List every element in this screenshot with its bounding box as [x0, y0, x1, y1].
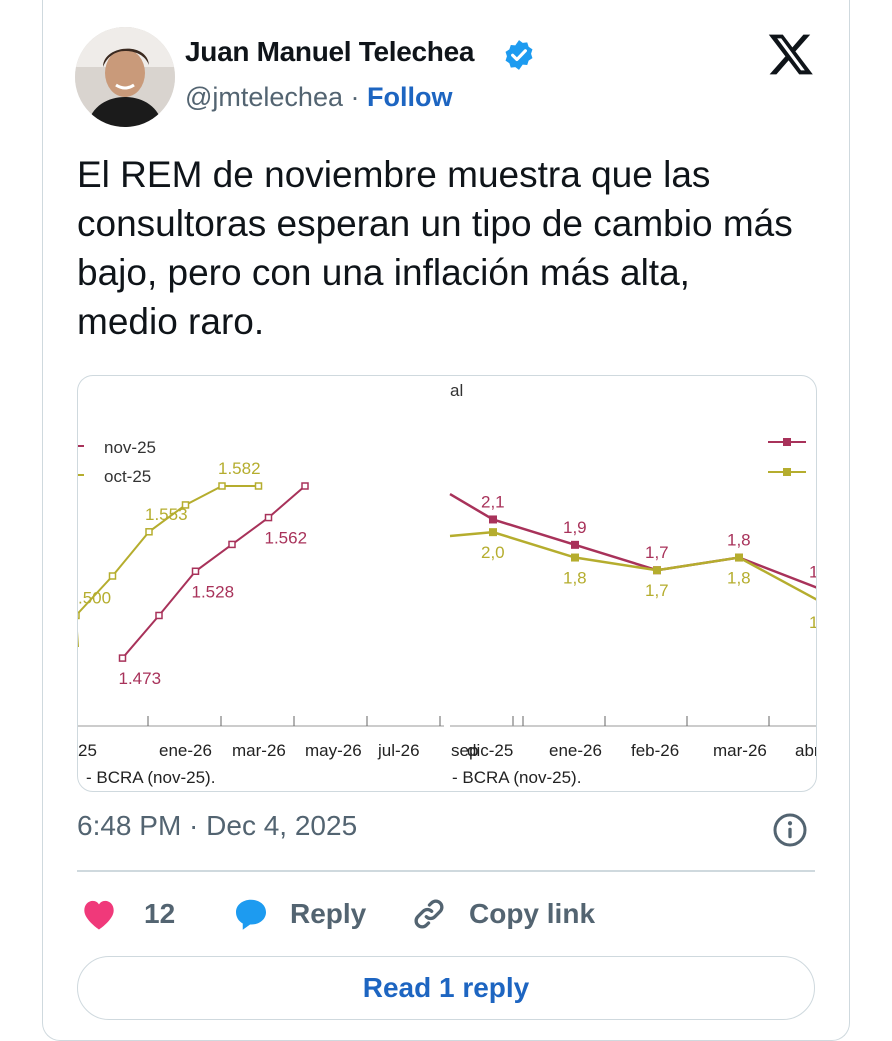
- right-data-label: 1: [809, 562, 816, 581]
- panel-gap: [444, 376, 450, 791]
- right-data-label: 1,8: [727, 531, 751, 550]
- right-data-label: 1,7: [645, 543, 669, 562]
- reply-bubble-icon: [236, 899, 266, 930]
- right-x-tick-label: mar-26: [713, 741, 767, 760]
- right-point-oct-25: [489, 528, 497, 537]
- x-logo-icon[interactable]: [767, 30, 815, 78]
- left-x-tick-label: 25: [78, 741, 97, 760]
- right-x-tick-label: dic-25: [467, 741, 513, 760]
- author-handle[interactable]: @jmtelechea: [185, 82, 343, 112]
- right-data-label: 1,8: [727, 569, 751, 588]
- left-point-oct-25: [218, 482, 226, 490]
- right-data-label: 2,0: [481, 543, 505, 562]
- chart-image: 25 ene-26 mar-26 may-26 jul-26 sep 1.473 1.528…: [78, 376, 816, 791]
- left-x-tick-label: ene-26: [159, 741, 212, 760]
- like-button[interactable]: 12: [80, 890, 175, 938]
- left-series-line-nov-25: [121, 485, 306, 659]
- divider: [77, 870, 815, 872]
- left-x-tick-label: may-26: [305, 741, 362, 760]
- left-point-oct-25: [145, 528, 153, 536]
- copy-link-button[interactable]: Copy link: [411, 890, 595, 938]
- left-source-note: - BCRA (nov-25).: [86, 768, 215, 787]
- copy-link-label: Copy link: [469, 898, 596, 929]
- verified-badge-icon: [505, 40, 533, 70]
- legend-oct-label: oct-25: [104, 467, 151, 486]
- left-data-label: 1.562: [265, 529, 308, 548]
- avatar-image: [75, 27, 175, 127]
- right-point-nov-25: [489, 515, 497, 524]
- handle-separator: ·: [350, 82, 360, 112]
- author-avatar[interactable]: [75, 27, 175, 127]
- left-data-label: .500: [78, 588, 111, 607]
- right-point-oct-25: [571, 553, 579, 562]
- right-chart: al dic-25 ene-26 feb-26 mar-26 abr 2,1 1,9 1,7…: [449, 381, 816, 787]
- left-point-oct-25: [78, 611, 80, 620]
- tweet-text: El REM de noviembre muestra que las cons…: [77, 154, 793, 342]
- author-handle-row: @jmtelechea · Follow: [185, 82, 453, 113]
- tweet-timestamp[interactable]: 6:48 PM · Dec 4, 2025: [77, 810, 358, 841]
- author-name[interactable]: Juan Manuel Telechea: [185, 36, 475, 67]
- right-point-nov-25: [571, 540, 579, 549]
- left-data-label: 1.528: [192, 582, 235, 601]
- left-point-nov-25: [155, 611, 163, 620]
- left-point-nov-25: [228, 540, 236, 549]
- left-point-oct-25: [108, 572, 117, 580]
- left-data-label: 1.473: [119, 669, 162, 688]
- read-replies-button[interactable]: Read 1 reply: [77, 956, 815, 1020]
- left-x-tick-label: sep: [451, 741, 478, 760]
- left-point-nov-25: [301, 482, 309, 490]
- left-x-tick-label: jul-26: [377, 741, 420, 760]
- left-x-tick-label: mar-26: [232, 741, 286, 760]
- right-point-oct-25: [653, 566, 661, 575]
- right-data-label: 1,9: [563, 518, 587, 537]
- right-x-tick-label: ene-26: [549, 741, 602, 760]
- link-icon: [414, 899, 444, 929]
- legend-nov-label: nov-25: [104, 438, 156, 457]
- right-point-oct-25: [735, 553, 743, 562]
- right-series-line-nov-25: [449, 493, 816, 589]
- like-count: 12: [144, 898, 176, 929]
- right-source-note: - BCRA (nov-25).: [452, 768, 581, 787]
- info-icon[interactable]: [772, 812, 808, 848]
- left-point-oct-25: [181, 501, 190, 509]
- left-point-nov-25: [191, 567, 200, 576]
- heart-icon: [84, 900, 114, 930]
- left-point-oct-25: [254, 482, 263, 490]
- reply-button[interactable]: Reply: [232, 890, 366, 938]
- right-legend-nov-marker: [783, 438, 791, 446]
- left-point-nov-25: [118, 654, 127, 662]
- left-data-label: 1.553: [145, 505, 188, 524]
- right-data-label: 1,7: [645, 581, 669, 600]
- right-data-label: 2,1: [481, 492, 505, 511]
- right-legend-oct-marker: [783, 468, 791, 476]
- left-chart: 25 ene-26 mar-26 may-26 jul-26 sep 1.473 1.528…: [78, 438, 514, 787]
- left-data-label: 1.582: [218, 459, 261, 478]
- right-x-tick-label: feb-26: [631, 741, 679, 760]
- right-x-tick-label: abr: [795, 741, 816, 760]
- right-series-line-oct-25: [449, 530, 816, 601]
- right-data-label: 1,8: [563, 569, 587, 588]
- follow-button[interactable]: Follow: [367, 82, 453, 112]
- reply-label: Reply: [290, 898, 367, 929]
- tweet-media-image[interactable]: 25 ene-26 mar-26 may-26 jul-26 sep 1.473 1.528…: [77, 375, 817, 792]
- left-point-nov-25: [264, 513, 273, 522]
- right-title-fragment: al: [450, 381, 463, 400]
- right-data-label: 1,: [809, 613, 816, 632]
